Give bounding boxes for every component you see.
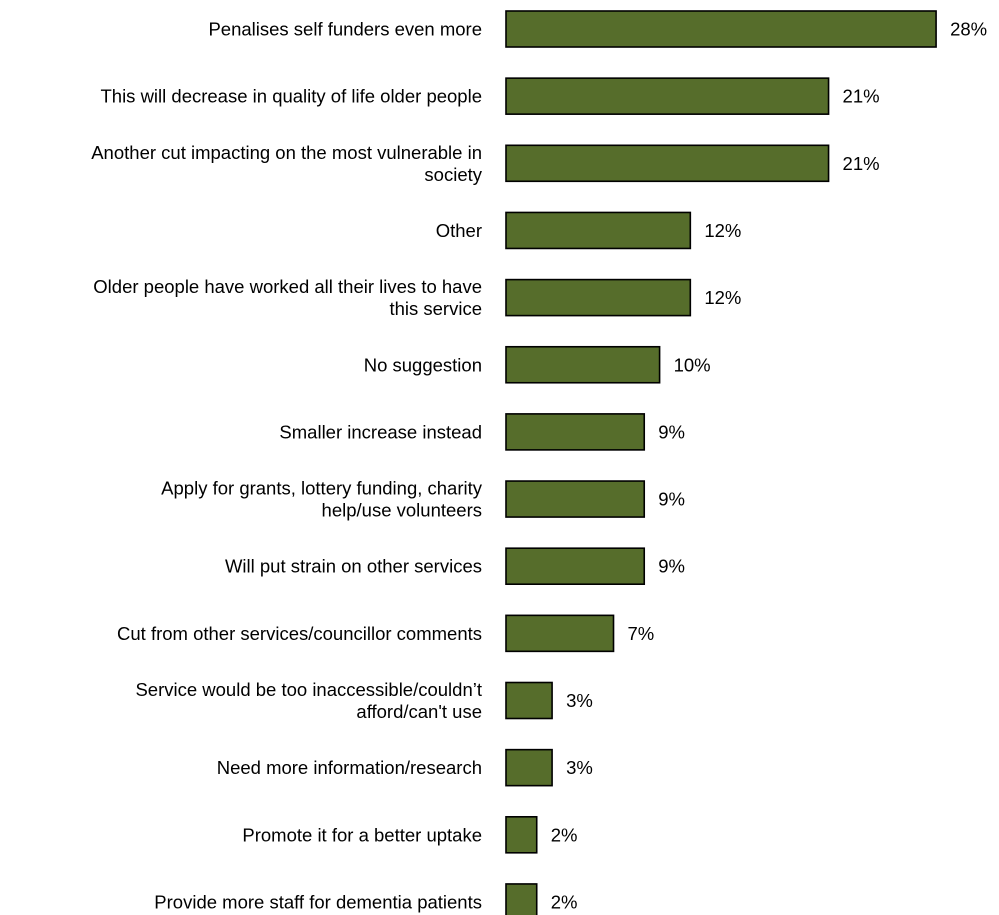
value-label: 2% xyxy=(551,891,578,912)
value-label: 9% xyxy=(658,489,685,510)
value-label: 21% xyxy=(843,86,880,107)
bar xyxy=(505,547,646,586)
category-label: this service xyxy=(389,298,482,319)
value-label: 9% xyxy=(658,421,685,442)
value-label: 21% xyxy=(843,153,880,174)
bar xyxy=(505,345,661,384)
bar xyxy=(505,480,646,518)
category-label: afford/can't use xyxy=(356,701,482,722)
value-label: 3% xyxy=(566,757,593,778)
category-label: Other xyxy=(436,220,482,241)
value-label: 3% xyxy=(566,690,593,711)
value-label: 12% xyxy=(704,220,741,241)
category-label: Penalises self funders even more xyxy=(208,19,482,40)
category-label: This will decrease in quality of life ol… xyxy=(100,86,482,107)
category-label: Will put strain on other services xyxy=(225,556,482,577)
bar xyxy=(505,413,646,451)
bar xyxy=(505,883,538,915)
category-label: society xyxy=(424,164,482,185)
value-label: 10% xyxy=(674,354,711,375)
bar xyxy=(505,211,692,250)
value-label: 9% xyxy=(658,556,685,577)
bar xyxy=(505,815,538,854)
bar xyxy=(505,748,553,787)
category-label: Smaller increase instead xyxy=(279,421,482,442)
bar xyxy=(505,278,692,317)
category-label: No suggestion xyxy=(364,354,482,375)
bar xyxy=(505,144,830,183)
category-label: Cut from other services/councillor comme… xyxy=(117,623,482,644)
value-label: 7% xyxy=(628,623,655,644)
category-label: Need more information/research xyxy=(217,757,482,778)
bar xyxy=(505,681,553,720)
bar xyxy=(505,10,937,48)
category-label: Older people have worked all their lives… xyxy=(93,276,482,297)
value-label: 12% xyxy=(704,287,741,308)
value-label: 2% xyxy=(551,824,578,845)
category-label: Provide more staff for dementia patients xyxy=(154,891,482,912)
value-label: 28% xyxy=(950,19,987,40)
category-label: help/use volunteers xyxy=(322,500,482,521)
category-label: Another cut impacting on the most vulner… xyxy=(91,142,482,163)
category-label: Apply for grants, lottery funding, chari… xyxy=(161,478,483,499)
bar xyxy=(505,77,830,115)
category-label: Promote it for a better uptake xyxy=(242,824,482,845)
category-label: Service would be too inaccessible/couldn… xyxy=(135,679,482,700)
bar xyxy=(505,614,615,653)
